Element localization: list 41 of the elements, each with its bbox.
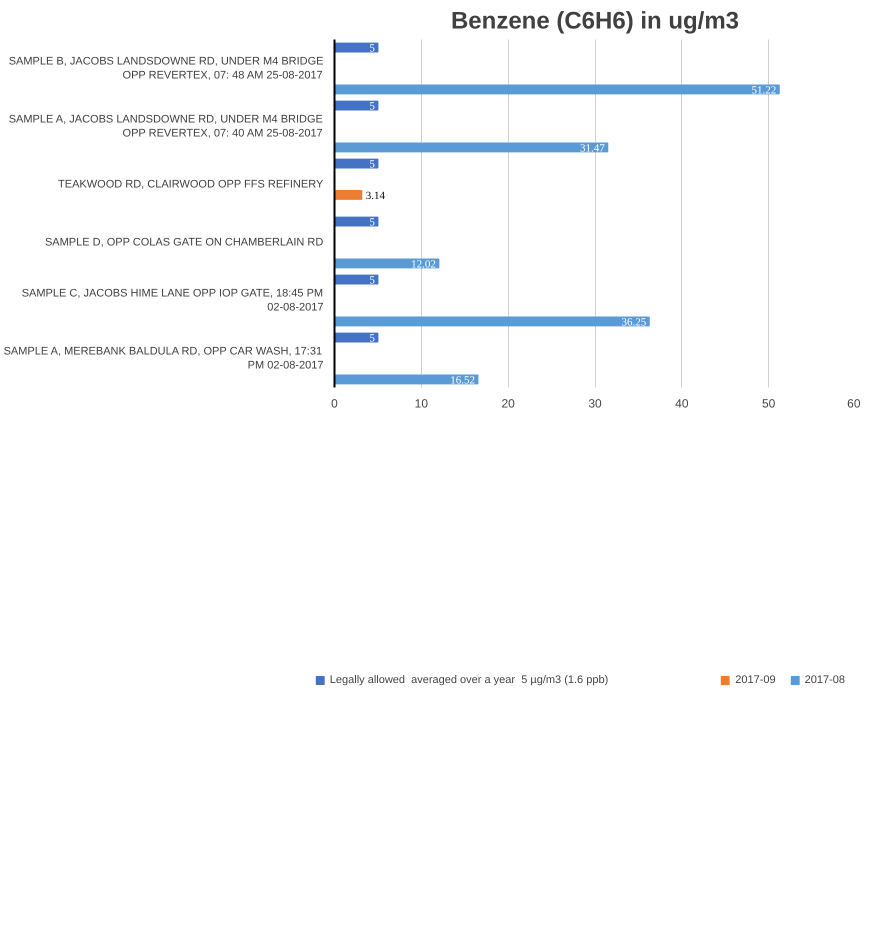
data-label: 51.22 <box>752 84 776 96</box>
data-label: 5 <box>369 100 376 113</box>
y-tick-label: SAMPLE A, MEREBANK BALDULA RD, OPP CAR WASH, 17:31 PM 02-08-2017 <box>4 345 324 372</box>
bar <box>334 190 362 200</box>
x-tick-label: 20 <box>501 396 516 410</box>
bar <box>334 316 650 326</box>
data-label: 5 <box>369 42 376 55</box>
data-label: 5 <box>369 158 376 171</box>
y-tick-label: SAMPLE A, JACOBS LANDSDOWNE RD, UNDER M4 BRIDGE OPP REVERTEX, 07: 40 AM 25-08-2017 <box>8 113 323 140</box>
bar <box>334 374 478 384</box>
x-tick-label: 50 <box>762 396 776 410</box>
bar <box>334 332 378 343</box>
y-tick-label: SAMPLE B, JACOBS LANDSDOWNE RD, UNDER M4 BRIDGE OPP REVERTEX, 07: 48 AM 25-08-2017 <box>8 55 324 82</box>
y-tick-label: SAMPLE D, OPP COLAS GATE ON CHAMBERLAIN RD <box>44 236 324 248</box>
y-tick-label: TEAKWOOD RD, CLAIRWOOD OPP FFS REFINERY <box>58 178 324 190</box>
y-tick-label: SAMPLE C, JACOBS HIME LANE OPP IOP GATE, 18:45 PM 02-08-2017 <box>22 287 324 314</box>
bar <box>334 274 378 285</box>
data-label: 5 <box>369 216 376 229</box>
x-tick-label: 10 <box>414 396 428 410</box>
x-tick-label: 40 <box>675 396 689 410</box>
bar <box>334 100 378 111</box>
bar <box>334 142 608 152</box>
data-label: 12.02 <box>411 258 436 270</box>
chart-title: Benzene (C6H6) in ug/m3 <box>450 8 740 34</box>
legend-label: Legally allowed averaged over a year 5 µg/m3 (1.6 ppb) <box>330 674 608 686</box>
x-tick-label: 60 <box>847 396 861 410</box>
x-tick-label: 30 <box>588 396 602 410</box>
bar <box>334 258 440 268</box>
bar <box>334 158 378 169</box>
data-label: 5 <box>369 274 376 287</box>
bar <box>334 42 378 53</box>
data-label: 3.14 <box>366 190 386 202</box>
bar <box>334 216 378 227</box>
data-label: 5 <box>369 332 376 345</box>
data-label: 31.47 <box>580 142 606 154</box>
legend-label: 2017-09 <box>735 674 776 686</box>
bar <box>334 84 780 94</box>
data-label: 36.25 <box>622 316 647 328</box>
x-tick-label: 0 <box>331 396 338 410</box>
data-label: 16.52 <box>450 374 475 386</box>
legend-label: 2017-08 <box>804 674 845 686</box>
